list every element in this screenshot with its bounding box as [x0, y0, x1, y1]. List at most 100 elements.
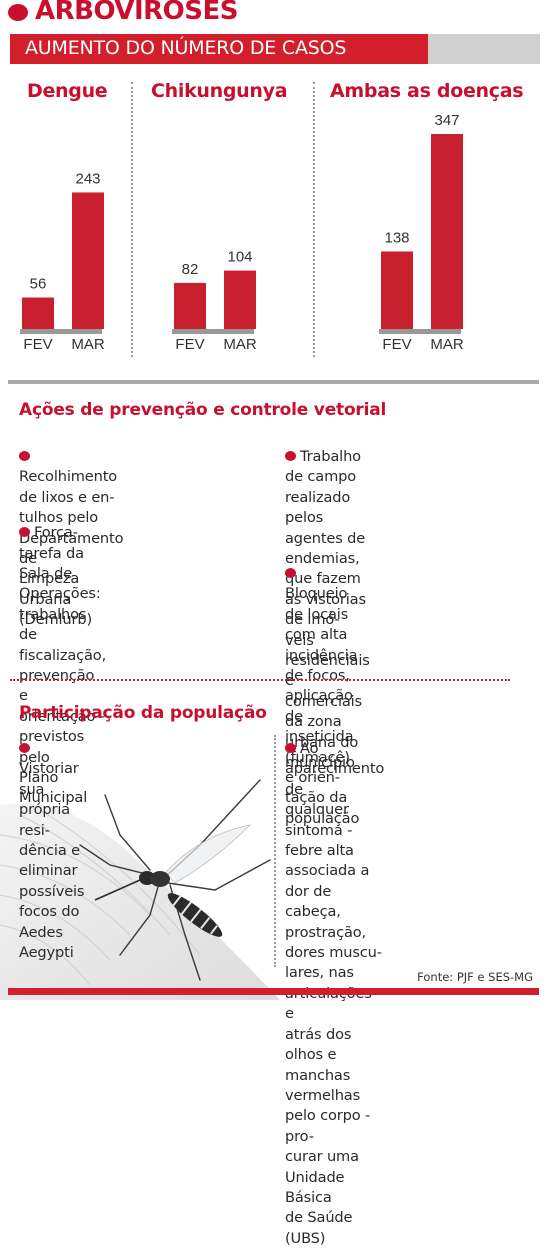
- bullet-item: Trabalho de campo realizado pelos agentes…: [285, 447, 370, 774]
- bullet-text: Bloqueio de locais com alta: [285, 585, 349, 644]
- bullet-text: orientação - previstos pelo: [19, 707, 105, 766]
- bar-charts: 56 FEV 243 MAR 82 FEV 104 MAR 138 FEV 347 MAR: [20, 112, 464, 353]
- data-label: 56: [30, 276, 47, 293]
- bar-fev: [22, 297, 54, 329]
- bullet-icon: [19, 451, 30, 461]
- bullet-text: associada a dor de cabeça,: [285, 862, 370, 921]
- data-label: 243: [75, 170, 100, 187]
- bullet-line: curar uma Unidade Básica: [285, 1147, 384, 1208]
- bullet-line: incidência de focos, aplicação: [285, 646, 359, 707]
- bullet-line: Ao aparecimento de: [285, 739, 384, 800]
- subtitle-banner: [10, 34, 428, 64]
- bullet-text: de inseticida (fumacê) e orien-: [285, 707, 354, 787]
- bullet-icon: [285, 451, 296, 461]
- bullet-item: Recolhimento de lixos e en-tulhos pelo D…: [19, 447, 124, 631]
- bullet-line: vermelhas pelo corpo - pro-: [285, 1086, 384, 1147]
- x-tick-label: MAR: [430, 336, 464, 353]
- footer-bar: [8, 988, 539, 995]
- bullet-line: Operações: trabalhos de: [19, 584, 106, 645]
- bullet-text: curar uma Unidade Básica: [285, 1148, 359, 1206]
- bullet-line: da zona urbana do município: [285, 712, 370, 773]
- bullet-text: Limpeza Urbana (Demlurb): [19, 570, 93, 629]
- bullet-text: Ao aparecimento de: [285, 740, 385, 798]
- bullet-text: Operações: trabalhos de: [19, 585, 101, 644]
- bullet-text: tulhos pelo Departamento de: [19, 509, 124, 568]
- bullet-text: da zona urbana do município: [285, 713, 359, 772]
- x-tick-label: MAR: [71, 336, 105, 353]
- bar-fev: [174, 282, 206, 329]
- bullet-line: que fazem as vistorias de imó-: [285, 569, 370, 630]
- chart-divider: [313, 82, 315, 357]
- bullet-line: tulhos pelo Departamento de: [19, 508, 124, 569]
- bullet-line: Recolhimento de lixos e en-: [19, 447, 123, 508]
- bullet-line: tação da população: [285, 788, 359, 829]
- bar-mar: [224, 270, 256, 329]
- bullet-item: Bloqueio de locais com alta incidência de…: [285, 564, 359, 829]
- chart-title-chikungunya: Chikungunya: [151, 80, 288, 102]
- bullet-line: Trabalho de campo realizado: [285, 447, 370, 508]
- bullet-line: associada a dor de cabeça,: [285, 861, 384, 922]
- bullet-line: qualquer sintoma - febre alta: [285, 800, 384, 861]
- bullet-text: incidência de focos, aplicação: [285, 646, 358, 705]
- bullet-text: Trabalho de campo realizado: [285, 448, 361, 506]
- bullet-line: de Saúde (UBS): [285, 1208, 384, 1249]
- bullet-text: Força-tarefa da Sala de: [19, 524, 84, 582]
- data-label: 104: [227, 249, 252, 266]
- bullet-text: Recolhimento de lixos e en-: [19, 468, 118, 506]
- bullet-text: atrás dos olhos e manchas: [285, 1025, 352, 1084]
- bullet-item: Vistoriar sua própria resi-dência e elim…: [19, 739, 85, 963]
- bullet-line: Vistoriar sua própria resi-: [19, 739, 84, 841]
- bullet-text: de Saúde (UBS): [285, 1209, 353, 1247]
- bullet-icon: [285, 568, 296, 578]
- bullet-line: focos do Aedes Aegypti: [19, 902, 84, 963]
- chart-title-dengue: Dengue: [27, 80, 108, 102]
- bullet-text: vermelhas pelo corpo - pro-: [285, 1086, 371, 1145]
- source-note: Fonte: PJF e SES-MG: [417, 970, 533, 984]
- section-divider-dotted: [10, 679, 510, 681]
- bullet-text: pelos agentes de endemias,: [285, 509, 366, 568]
- bullet-line: orientação - previstos pelo: [19, 707, 106, 768]
- subtitle-text: AUMENTO DO NÚMERO DE CASOS: [25, 37, 347, 59]
- bullet-text: dência e eliminar possíveis: [19, 842, 85, 900]
- bullet-line: de inseticida (fumacê) e orien-: [285, 707, 359, 789]
- bullet-line: fiscalização, prevenção e: [19, 646, 106, 707]
- prevention-title: Ações de prevenção e controle vetorial: [19, 400, 387, 420]
- chart-baseline: [172, 329, 254, 334]
- bar-mar: [72, 192, 104, 329]
- bullet-text: Vistoriar sua própria resi-: [19, 760, 79, 839]
- bullet-line: Limpeza Urbana (Demlurb): [19, 569, 123, 630]
- bullet-icon: [19, 743, 30, 753]
- chart-divider: [131, 82, 133, 357]
- bullet-text: focos do Aedes Aegypti: [19, 903, 80, 962]
- column-divider: [274, 735, 276, 967]
- bar-mar: [431, 134, 463, 329]
- data-label: 347: [434, 112, 459, 129]
- chart-baseline: [20, 329, 102, 334]
- section-divider: [8, 380, 539, 384]
- page-title: ARBOVIROSES: [35, 0, 239, 26]
- mosquito-image: [0, 779, 280, 1000]
- x-tick-label: FEV: [382, 336, 411, 353]
- bullet-text: fiscalização, prevenção e: [19, 646, 107, 705]
- x-tick-label: FEV: [23, 336, 52, 353]
- bullet-text: prostração, dores muscu-: [285, 923, 382, 962]
- bar-fev: [381, 251, 413, 329]
- x-tick-label: MAR: [223, 336, 257, 353]
- bullet-text: qualquer sintoma - febre alta: [285, 801, 354, 860]
- bullet-icon: [19, 527, 30, 538]
- chart-baseline: [379, 329, 461, 334]
- chart-title-ambas: Ambas as doenças: [330, 80, 524, 102]
- x-tick-label: FEV: [175, 336, 204, 353]
- bullet-icon: [285, 743, 296, 753]
- title-bullet-icon: [8, 4, 28, 21]
- bullet-line: atrás dos olhos e manchas: [285, 1025, 384, 1086]
- bullet-line: pelos agentes de endemias,: [285, 508, 370, 569]
- bullet-line: dência e eliminar possíveis: [19, 841, 85, 902]
- data-label: 138: [384, 229, 409, 246]
- bullet-text: tação da população: [285, 789, 360, 827]
- participation-title: Participação da população: [19, 703, 267, 723]
- bullet-line: Força-tarefa da Sala de: [19, 523, 106, 584]
- bullet-text: que fazem as vistorias de imó-: [285, 570, 366, 629]
- subtitle-banner-tail: [428, 34, 540, 64]
- data-label: 82: [182, 261, 199, 278]
